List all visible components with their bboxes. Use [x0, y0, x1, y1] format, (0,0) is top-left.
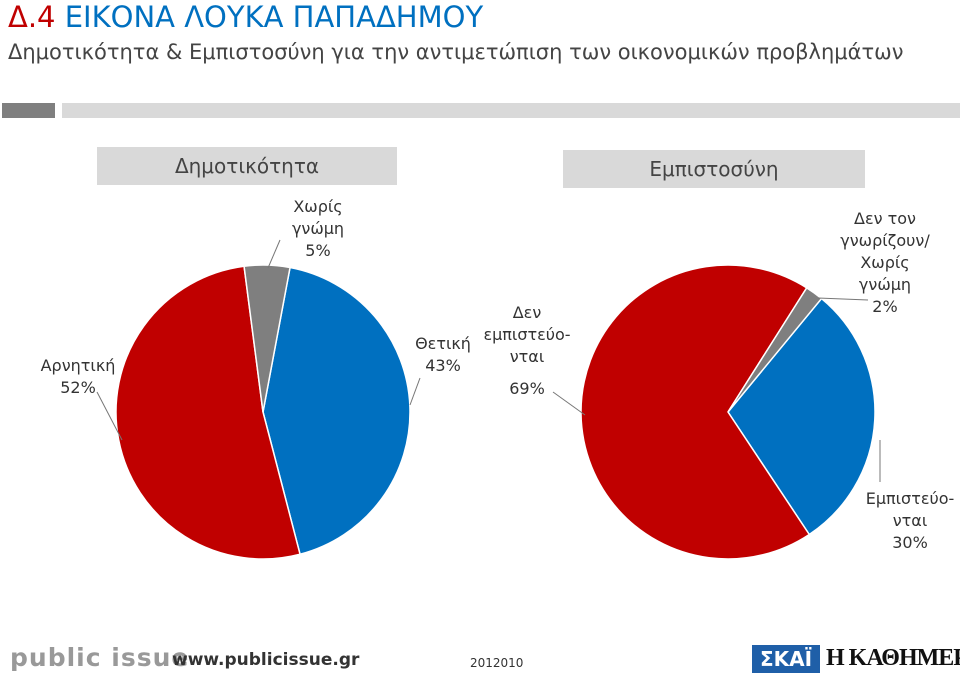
title-row: Δ.4 ΕΙΚΟΝΑ ΛΟΥΚΑ ΠΑΠΑΔΗΜΟΥ — [8, 0, 483, 34]
slice-value: 52% — [60, 378, 96, 397]
pie-slice — [115, 265, 301, 560]
slice-label: Δεν εμπιστεύο- νται 69% — [483, 302, 570, 400]
pie-slice — [727, 297, 876, 536]
slice-label: Δεν τον γνωρίζουν/ Χωρίς γνώμη 2% — [840, 208, 929, 318]
slice-value: 43% — [425, 356, 461, 375]
pie-title: Εμπιστοσύνη — [563, 150, 865, 188]
slice-label: Θετική 43% — [415, 333, 471, 377]
subtitle: Δημοτικότητα & Εμπιστοσύνη για την αντιμ… — [8, 40, 904, 64]
slice-label: Χωρίς γνώμη 5% — [292, 196, 344, 262]
pie-slice — [243, 264, 291, 413]
title: ΕΙΚΟΝΑ ΛΟΥΚΑ ΠΑΠΑΔΗΜΟΥ — [64, 0, 484, 34]
leader-line — [409, 377, 421, 406]
code: 2012010 — [470, 656, 524, 670]
slice-category: Χωρίς γνώμη — [291, 197, 345, 238]
leader-line — [552, 391, 586, 416]
pie-slice — [580, 264, 811, 560]
slice-value: 2% — [872, 297, 898, 316]
logo: public issue — [10, 643, 190, 672]
tv-logo: ΣΚΑΪ — [752, 645, 820, 673]
slice-category: Εμπιστεύο- νται — [865, 489, 955, 530]
slice-label: Εμπιστεύο- νται 30% — [866, 488, 955, 554]
slice-category: Αρνητική — [40, 356, 116, 375]
newspaper-logo: Η ΚΑΘΗΜΕΡΙΝΗ — [826, 645, 960, 671]
slice-category: Δεν εμπιστεύο- νται — [483, 303, 571, 366]
title-code: Δ.4 — [8, 0, 56, 34]
leader-line — [267, 239, 281, 269]
slice-value: 69% — [509, 379, 545, 398]
pie-slice — [262, 266, 411, 556]
pie-title: Δημοτικότητα — [97, 147, 397, 185]
slice-category: Θετική — [415, 334, 471, 353]
url: www.publicissue.gr — [172, 650, 360, 670]
slice-value: 5% — [305, 241, 331, 260]
slice-value: 30% — [892, 533, 928, 552]
leader-line — [817, 297, 869, 301]
slice-label: Αρνητική 52% — [41, 355, 116, 399]
bar-light — [62, 103, 960, 118]
bar-dark — [2, 103, 55, 118]
slice-category: Δεν τον γνωρίζουν/ Χωρίς γνώμη — [840, 209, 930, 294]
leader-line — [96, 391, 123, 441]
